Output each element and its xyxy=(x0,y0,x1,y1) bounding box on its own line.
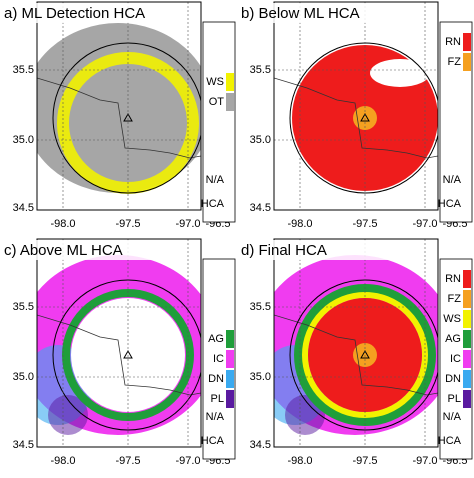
x-tick-label: -97.0 xyxy=(412,218,437,230)
gap xyxy=(370,59,430,87)
map-frame xyxy=(36,238,202,448)
border xyxy=(274,77,438,159)
legend-swatch xyxy=(463,270,471,288)
legend-label: OT xyxy=(209,96,225,108)
legend-label: DN xyxy=(445,373,461,385)
map-frame xyxy=(273,1,439,211)
legend-label: N/A xyxy=(206,174,225,186)
y-tick-label: 35.0 xyxy=(13,371,34,383)
x-tick-label: -97.5 xyxy=(352,455,377,467)
border xyxy=(274,314,438,396)
x-tick-label: -98.0 xyxy=(287,455,312,467)
title-bg xyxy=(238,240,388,260)
legend-swatch xyxy=(463,390,471,408)
y-tick-label: 35.0 xyxy=(250,371,271,383)
legend-label: AG xyxy=(445,333,461,345)
radar-map xyxy=(274,42,438,194)
legend-label: RN xyxy=(445,36,461,48)
y-tick-label: 35.0 xyxy=(13,134,34,146)
legend-swatch xyxy=(463,53,471,71)
map-frame xyxy=(36,1,202,211)
legend-label: PL xyxy=(448,393,461,405)
radar-map xyxy=(37,255,201,435)
legend-swatch xyxy=(463,33,471,51)
panel: 35.535.034.5-98.0 -97.5 -97.0 -96.5d) Final… xyxy=(238,238,473,467)
panel-title: b) Below ML HCA xyxy=(241,5,360,22)
y-tick-label: 35.5 xyxy=(250,64,271,76)
y-tick-label: 35.5 xyxy=(13,64,34,76)
legend-label: IC xyxy=(213,353,224,365)
radar-map xyxy=(37,23,201,194)
legend-swatch xyxy=(226,390,234,408)
radar-site xyxy=(360,112,370,122)
legend-label: N/A xyxy=(443,174,462,186)
x-tick-label: -97.0 xyxy=(175,218,200,230)
border xyxy=(37,314,201,396)
legend-swatch xyxy=(463,310,471,328)
legend-label: WS xyxy=(206,76,224,88)
legend xyxy=(202,21,236,223)
title-bg xyxy=(238,3,388,23)
radar-site xyxy=(123,349,133,359)
x-tick-label: -98.0 xyxy=(287,218,312,230)
legend-label: N/A xyxy=(443,411,462,423)
echo xyxy=(48,395,88,435)
legend-swatch xyxy=(226,350,234,368)
panel: 35.535.034.5-98.0 -97.5 -97.0 -96.5c) Above… xyxy=(1,238,236,467)
panel-title: d) Final HCA xyxy=(241,242,327,259)
panel-title: c) Above ML HCA xyxy=(4,242,123,259)
panel: 35.535.034.5-98.0 -97.5 -97.0 -96.5b) Below… xyxy=(238,1,473,230)
x-tick-label: -98.0 xyxy=(50,455,75,467)
x-tick-label: -97.5 xyxy=(115,455,140,467)
legend-label: HCA xyxy=(201,198,225,210)
legend-label: DN xyxy=(208,373,224,385)
y-tick-label: 35.5 xyxy=(250,301,271,313)
legend-label: WS xyxy=(443,313,461,325)
legend-swatch xyxy=(463,350,471,368)
x-tick-label: -98.0 xyxy=(50,218,75,230)
legend-swatch xyxy=(463,330,471,348)
radar-site xyxy=(360,349,370,359)
x-tick-label: -97.0 xyxy=(175,455,200,467)
y-tick-label: 34.5 xyxy=(250,202,271,214)
legend-swatch xyxy=(226,330,234,348)
y-tick-label: 34.5 xyxy=(13,202,34,214)
map-frame xyxy=(273,238,439,448)
legend-label: IC xyxy=(450,353,461,365)
legend-swatch xyxy=(226,73,234,91)
y-tick-label: 34.5 xyxy=(13,439,34,451)
title-bg xyxy=(1,3,151,23)
legend-label: HCA xyxy=(438,435,462,447)
border xyxy=(37,77,201,159)
y-tick-label: 35.0 xyxy=(250,134,271,146)
legend-label: FZ xyxy=(448,56,462,68)
legend-label: FZ xyxy=(448,293,462,305)
panel-title: a) ML Detection HCA xyxy=(4,5,145,22)
y-tick-label: 35.5 xyxy=(13,301,34,313)
legend-swatch xyxy=(463,370,471,388)
radar-site xyxy=(123,112,133,122)
legend-swatch xyxy=(463,290,471,308)
x-tick-label: -97.5 xyxy=(352,218,377,230)
panel: 35.535.034.5-98.0 -97.5 -97.0 -96.5a) ML De… xyxy=(1,1,236,230)
legend-label: HCA xyxy=(201,435,225,447)
legend-label: RN xyxy=(445,273,461,285)
x-tick-label: -97.0 xyxy=(412,455,437,467)
legend-swatch xyxy=(226,93,234,111)
legend-label: PL xyxy=(211,393,224,405)
x-tick-label: -97.5 xyxy=(115,218,140,230)
legend-label: N/A xyxy=(206,411,225,423)
legend xyxy=(439,21,473,223)
title-bg xyxy=(1,240,151,260)
legend-swatch xyxy=(226,370,234,388)
legend-label: AG xyxy=(208,333,224,345)
y-tick-label: 34.5 xyxy=(250,439,271,451)
legend-label: HCA xyxy=(438,198,462,210)
